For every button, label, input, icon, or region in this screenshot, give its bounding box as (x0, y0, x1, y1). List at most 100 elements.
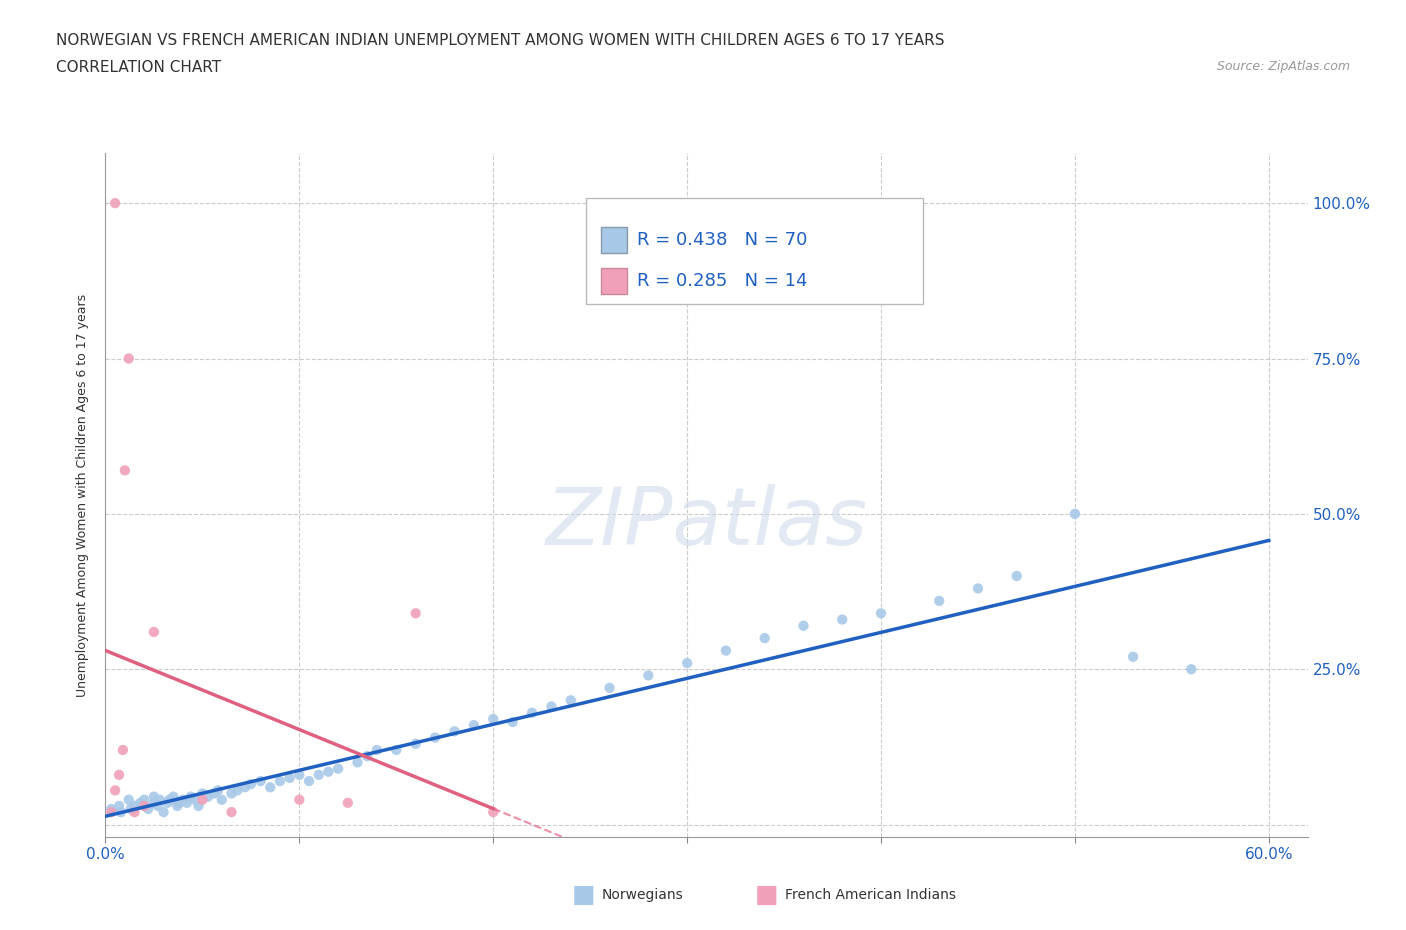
Point (831, 612, 853, 627)
Point (269, 774, 291, 789)
Point (346, 755, 368, 770)
Point (443, 724, 465, 738)
Bar (600, 268, 627, 294)
Point (560, 693, 582, 708)
Point (176, 795, 198, 810)
Point (714, 644, 737, 658)
Point (118, 352, 141, 366)
Point (134, 792, 156, 807)
Point (792, 618, 814, 633)
Text: French American Indians: French American Indians (785, 887, 956, 902)
Point (599, 681, 621, 696)
Point (326, 761, 349, 776)
Point (405, 605, 427, 620)
Point (108, 799, 131, 814)
Point (172, 792, 194, 807)
Point (637, 668, 659, 683)
Point (928, 593, 950, 608)
Point (104, 783, 127, 798)
Text: Source: ZipAtlas.com: Source: ZipAtlas.com (1216, 60, 1350, 73)
Point (423, 730, 446, 745)
Point (180, 790, 202, 804)
Text: CORRELATION CHART: CORRELATION CHART (56, 60, 221, 75)
Point (111, 742, 134, 757)
Point (114, 463, 136, 478)
Point (110, 804, 132, 819)
Point (152, 804, 174, 819)
Point (187, 799, 209, 814)
Point (104, 195, 127, 210)
Point (156, 795, 179, 810)
Point (129, 795, 152, 810)
Point (146, 799, 169, 814)
Point (108, 767, 131, 782)
Point (142, 795, 165, 810)
Point (278, 771, 301, 786)
Text: Norwegians: Norwegians (602, 887, 683, 902)
Point (249, 774, 271, 789)
Point (1064, 507, 1087, 522)
Bar (600, 227, 627, 253)
Point (159, 792, 181, 807)
Point (463, 718, 485, 733)
Point (120, 802, 142, 817)
Point (259, 780, 281, 795)
Point (502, 714, 524, 729)
Point (221, 804, 243, 819)
Point (183, 792, 205, 807)
Text: NORWEGIAN VS FRENCH AMERICAN INDIAN UNEMPLOYMENT AMONG WOMEN WITH CHILDREN AGES : NORWEGIAN VS FRENCH AMERICAN INDIAN UNEM… (56, 33, 945, 47)
Point (134, 799, 156, 814)
Point (385, 742, 408, 757)
Point (288, 792, 311, 807)
Point (233, 780, 256, 795)
Point (136, 802, 159, 817)
Point (166, 799, 188, 814)
Point (298, 774, 321, 789)
Point (142, 625, 165, 640)
Point (540, 699, 562, 714)
Point (211, 792, 233, 807)
Point (870, 605, 893, 620)
Point (202, 786, 225, 801)
Point (520, 705, 543, 720)
Point (191, 792, 214, 807)
Point (754, 631, 776, 645)
Point (134, 799, 156, 814)
Point (167, 795, 190, 810)
Point (162, 790, 184, 804)
Point (221, 786, 243, 801)
Point (118, 792, 141, 807)
Point (142, 790, 165, 804)
Text: ■: ■ (755, 883, 778, 907)
Text: R = 0.438   N = 70: R = 0.438 N = 70 (637, 232, 807, 249)
Point (336, 795, 359, 810)
Text: R = 0.285   N = 14: R = 0.285 N = 14 (637, 272, 807, 289)
Point (482, 804, 505, 819)
Point (318, 764, 340, 779)
Point (288, 767, 311, 782)
Text: ■: ■ (572, 883, 595, 907)
Point (197, 790, 219, 804)
Point (124, 804, 146, 819)
Point (124, 799, 146, 814)
Point (676, 656, 699, 671)
Point (239, 777, 262, 791)
Point (366, 742, 388, 757)
Point (149, 792, 172, 807)
Point (100, 804, 122, 819)
FancyBboxPatch shape (586, 198, 922, 304)
Point (356, 749, 378, 764)
Point (1005, 568, 1028, 583)
Point (100, 802, 122, 817)
Point (967, 581, 990, 596)
Point (226, 783, 249, 798)
Y-axis label: Unemployment Among Women with Children Ages 6 to 17 years: Unemployment Among Women with Children A… (76, 294, 90, 697)
Point (207, 783, 229, 798)
Point (191, 786, 214, 801)
Point (405, 737, 427, 751)
Text: ZIPatlas: ZIPatlas (546, 484, 868, 562)
Point (308, 767, 330, 782)
Point (1122, 649, 1144, 664)
Point (482, 711, 505, 726)
Point (1180, 662, 1202, 677)
